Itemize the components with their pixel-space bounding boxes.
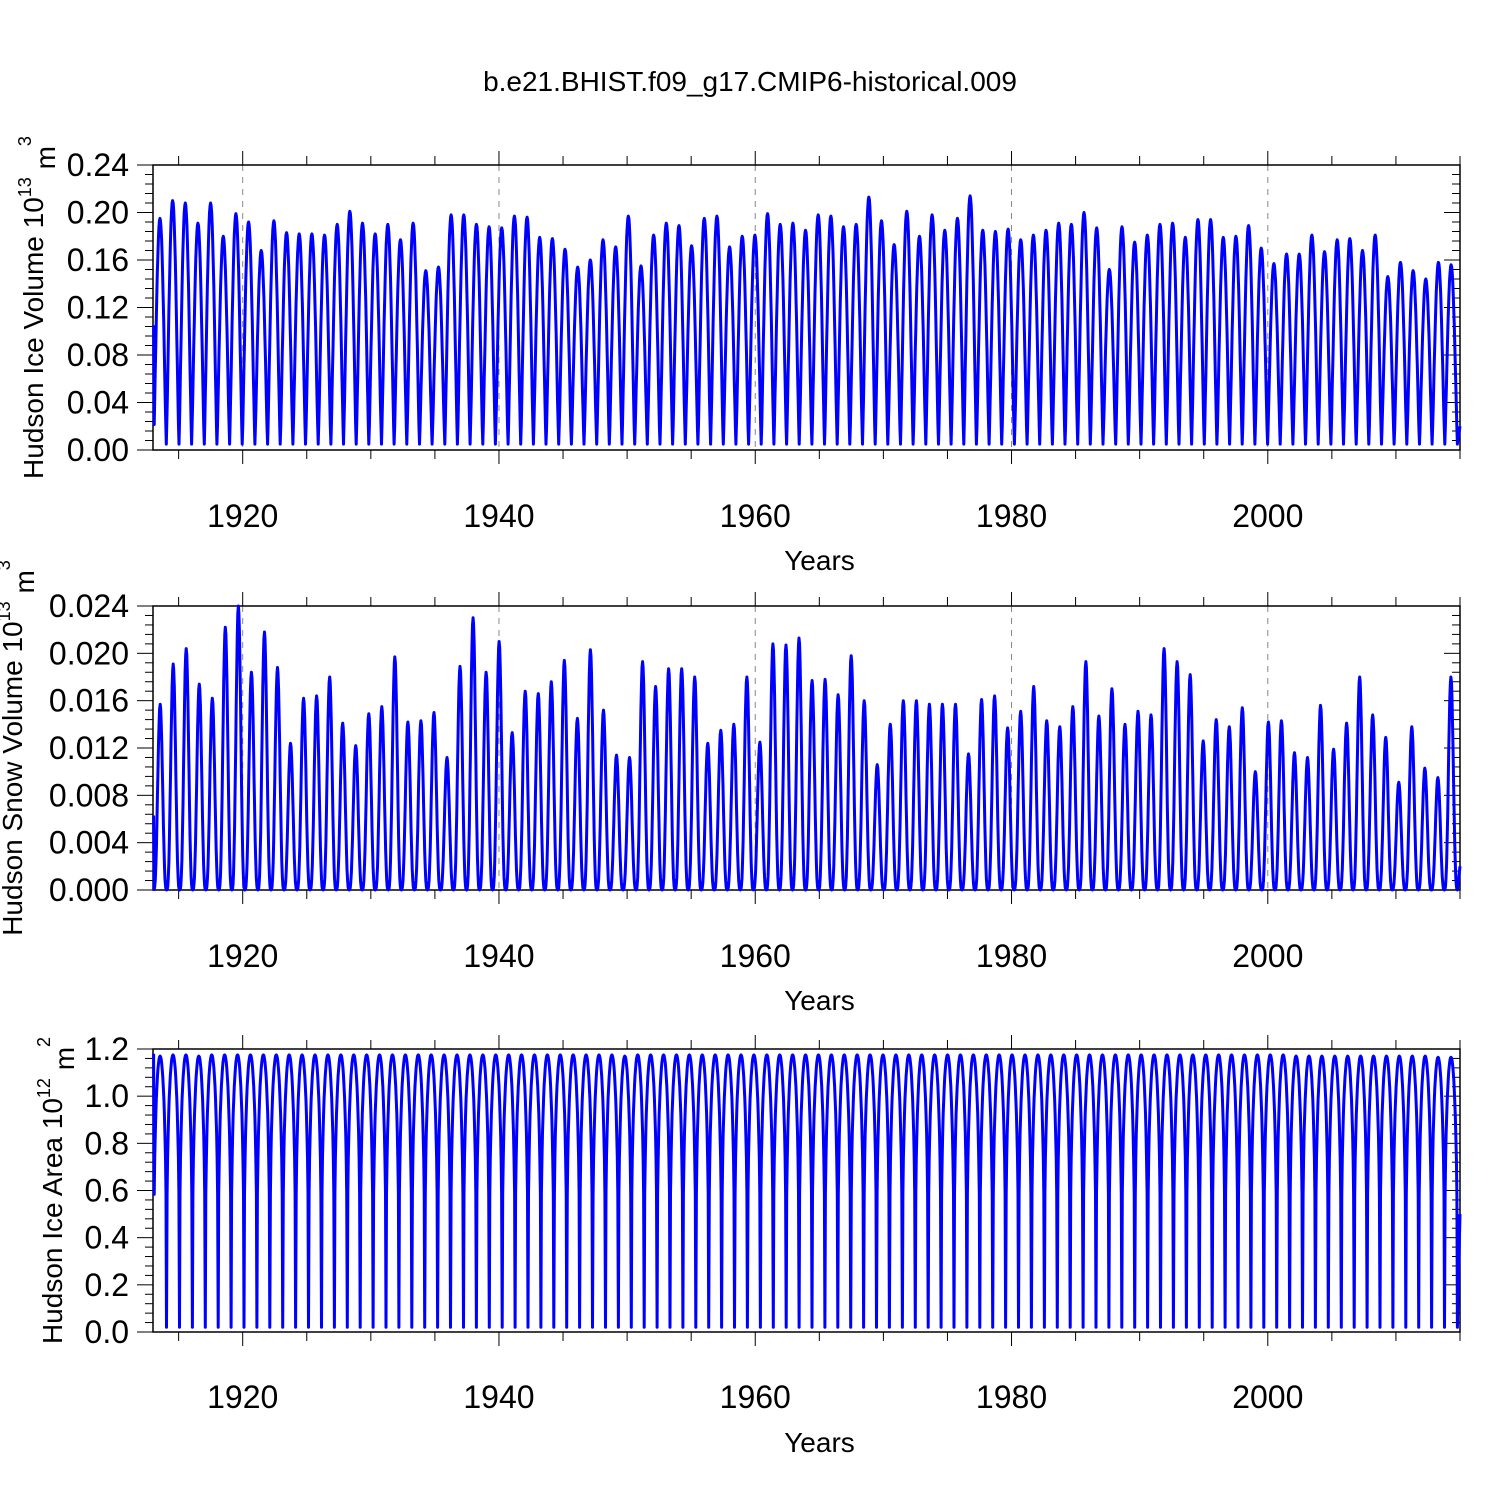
y-axis-title: Hudson Snow Volume 1013 m3: [0, 560, 40, 936]
x-tick-label: 1960: [720, 498, 791, 534]
y-axis-title: Hudson Ice Volume 1013 m3: [15, 136, 61, 479]
y-tick-label: 0.00: [67, 432, 129, 468]
y-tick-label: 0.004: [49, 825, 129, 861]
y-tick-label: 0.020: [49, 635, 129, 671]
x-axis-title: Years: [784, 985, 855, 1016]
x-tick-label: 1940: [463, 1379, 534, 1415]
y-axis-title-part: 3: [15, 136, 35, 146]
x-tick-label: 1980: [976, 938, 1047, 974]
y-tick-label: 0.8: [85, 1125, 129, 1161]
x-tick-label: 1960: [720, 1379, 791, 1415]
y-axis-title-part: 13: [15, 177, 35, 197]
y-axis-title-part: 2: [34, 1037, 54, 1047]
y-tick-label: 1.2: [85, 1031, 129, 1067]
x-tick-label: 2000: [1232, 938, 1303, 974]
x-tick-label: 1980: [976, 498, 1047, 534]
y-tick-label: 0.24: [67, 147, 129, 183]
y-axis-title-part: m: [49, 1047, 80, 1078]
y-axis-title-part: Hudson Snow Volume 10: [0, 621, 28, 935]
y-axis-title-part: 12: [34, 1078, 54, 1098]
y-tick-label: 1.0: [85, 1078, 129, 1114]
y-tick-label: 0.16: [67, 242, 129, 278]
x-tick-label: 1940: [463, 938, 534, 974]
y-axis-title-part: Hudson Ice Area 10: [37, 1098, 68, 1344]
figure-title: b.e21.BHIST.f09_g17.CMIP6-historical.009: [483, 66, 1017, 97]
y-axis-title-part: m: [9, 570, 40, 601]
x-tick-label: 2000: [1232, 498, 1303, 534]
y-axis-title-part: m: [30, 146, 61, 177]
y-tick-label: 0.0: [85, 1314, 129, 1350]
x-tick-label: 2000: [1232, 1379, 1303, 1415]
series-line-hudson-snow-volume: [152, 604, 1462, 892]
y-tick-label: 0.6: [85, 1173, 129, 1209]
x-tick-label: 1920: [207, 1379, 278, 1415]
series-line-hudson-ice-area: [152, 1053, 1462, 1329]
y-tick-label: 0.016: [49, 683, 129, 719]
x-tick-label: 1920: [207, 498, 278, 534]
x-tick-label: 1980: [976, 1379, 1047, 1415]
y-tick-label: 0.024: [49, 588, 129, 624]
panel-snow-volume: 1920 1940 1960 1980 2000 0.000 0.004 0.008 0.012…: [0, 560, 1462, 1016]
y-tick-label: 0.12: [67, 290, 129, 326]
panel-ice-volume: 1920 1940 1960 1980 2000 0.00 0.04 0.08 0.12 0.16…: [15, 136, 1462, 576]
x-axis-title: Years: [784, 1427, 855, 1458]
y-tick-label: 0.08: [67, 337, 129, 373]
y-axis-title-part: Hudson Ice Volume 10: [18, 197, 49, 479]
x-tick-label: 1940: [463, 498, 534, 534]
y-tick-label: 0.20: [67, 195, 129, 231]
series-line-hudson-ice-volume: [152, 194, 1462, 446]
y-tick-label: 0.4: [85, 1220, 129, 1256]
x-axis-title: Years: [784, 545, 855, 576]
y-tick-label: 0.04: [67, 385, 129, 421]
y-axis-title-part: 3: [0, 560, 14, 570]
y-axis-title-part: 13: [0, 601, 14, 621]
y-tick-label: 0.008: [49, 777, 129, 813]
y-axis-title: Hudson Ice Area 1012 m2: [34, 1037, 80, 1344]
y-tick-label: 0.012: [49, 730, 129, 766]
y-tick-label: 0.000: [49, 872, 129, 908]
y-tick-label: 0.2: [85, 1267, 129, 1303]
panel-ice-area: 1920 1940 1960 1980 2000 0.0 0.2 0.4 0.6 0.8 1.0 1.…: [34, 1031, 1462, 1458]
x-tick-label: 1920: [207, 938, 278, 974]
x-tick-label: 1960: [720, 938, 791, 974]
